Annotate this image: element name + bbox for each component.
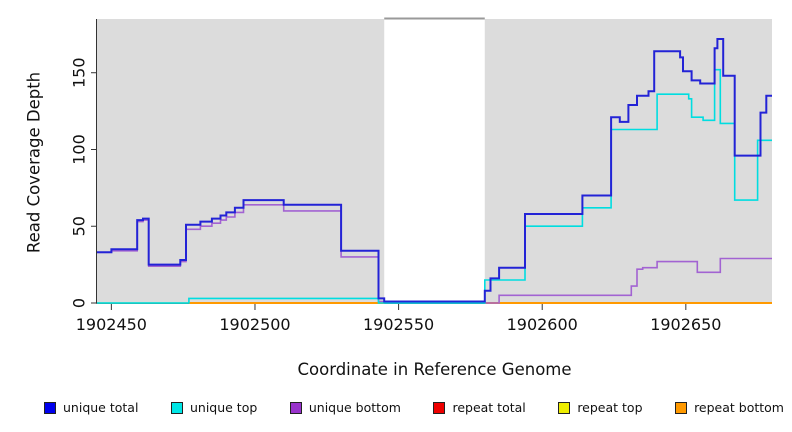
legend-label: repeat top [577,400,643,415]
x-axis-title: Coordinate in Reference Genome [297,360,572,379]
x-tick-label: 1902450 [76,315,147,334]
legend-item-repeat-bottom: repeat bottom [675,400,784,415]
legend-label: unique top [189,400,258,415]
legend-item-unique-top: unique top [170,400,258,415]
series-unique-top [97,68,772,304]
x-tick-label: 1902500 [219,315,290,334]
legend-label: repeat total [452,400,526,415]
x-tick-label: 1902600 [507,315,578,334]
legend-item-unique-bottom: unique bottom [289,400,401,415]
x-tick-label: 1902650 [650,315,721,334]
legend-label: unique bottom [308,400,401,415]
chart-legend: unique total unique top unique bottom repea… [44,400,784,415]
legend-label: unique total [63,400,139,415]
x-tick-label: 1902550 [363,315,434,334]
legend-swatch-icon [289,401,302,414]
series-unique-total [97,38,772,303]
legend-item-unique-total: unique total [44,400,138,415]
legend-item-repeat-top: repeat top [558,400,643,415]
legend-label: repeat bottom [694,400,784,415]
legend-swatch-icon [675,401,688,414]
no-data-gap-band [384,19,485,303]
legend-swatch-icon [433,401,446,414]
y-tick-label: 150 [70,57,89,88]
legend-swatch-icon [558,401,571,414]
y-tick-label: 100 [70,134,89,165]
y-tick-label: 50 [70,216,89,236]
legend-swatch-icon [170,401,183,414]
y-tick-label: 0 [70,298,89,308]
legend-swatch-icon [44,401,56,414]
y-axis-title: Read Coverage Depth [24,71,44,254]
legend-item-repeat-total: repeat total [433,400,526,415]
